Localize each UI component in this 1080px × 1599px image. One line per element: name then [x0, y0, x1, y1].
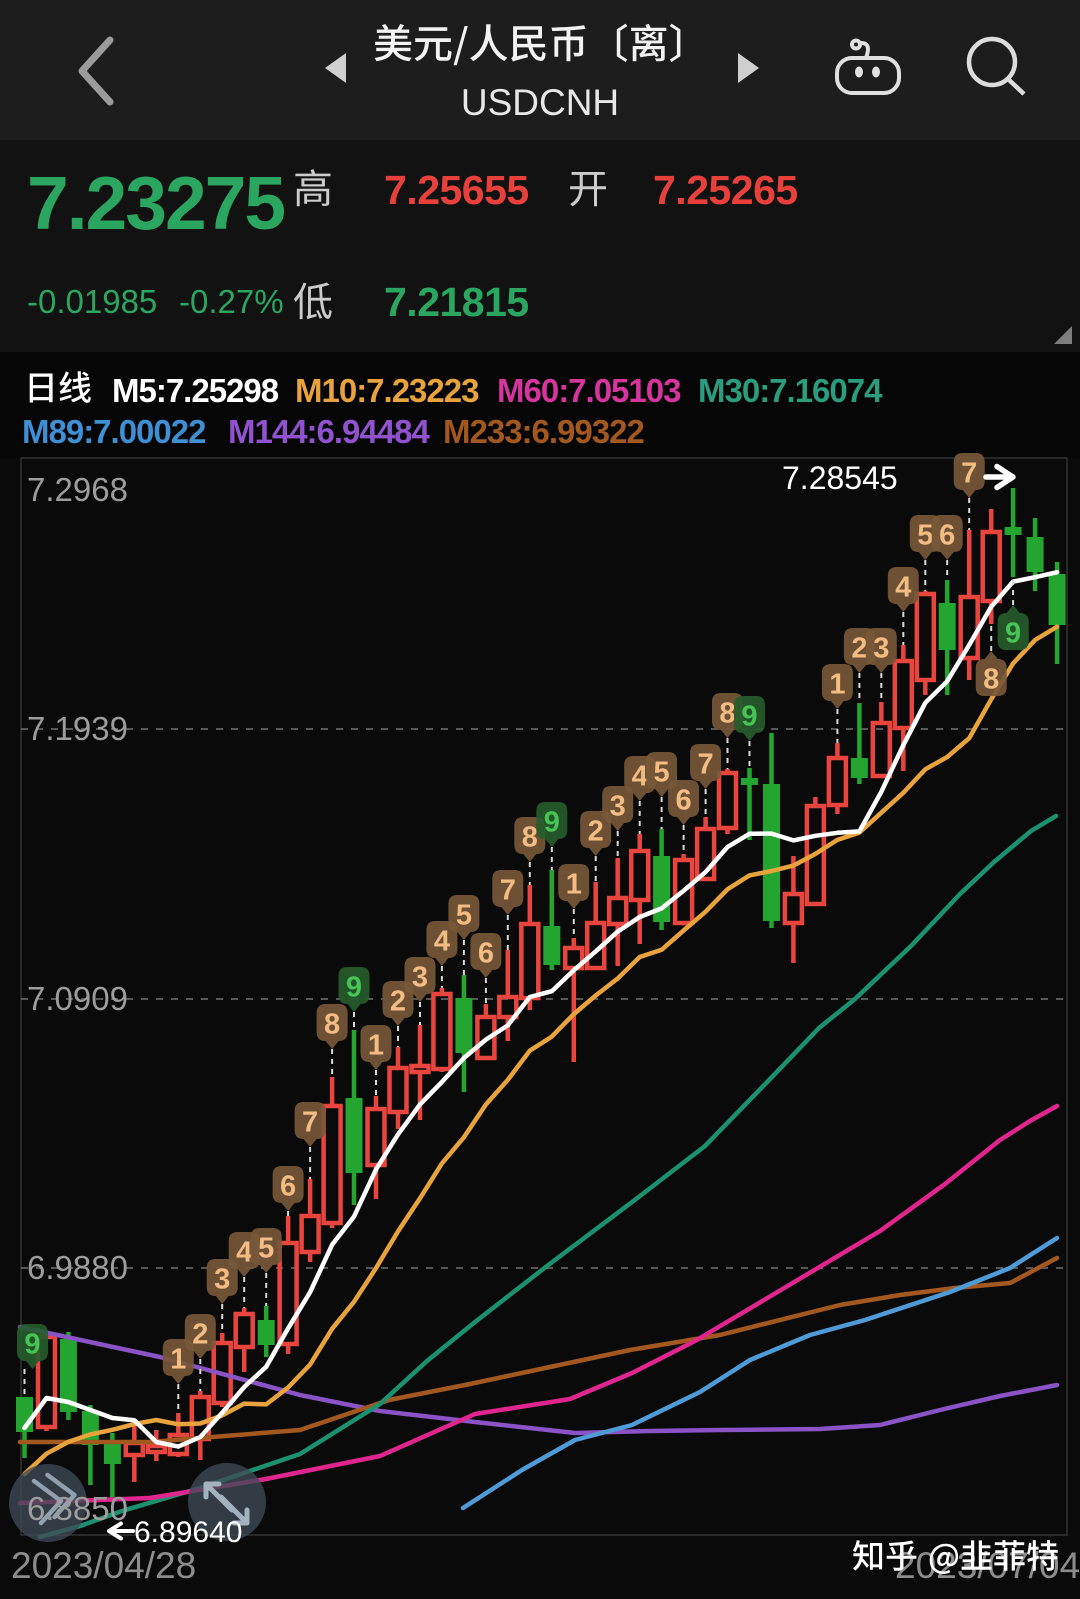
svg-text:4: 4	[632, 761, 648, 793]
svg-text:1: 1	[170, 1344, 186, 1376]
svg-text:2: 2	[390, 986, 406, 1018]
svg-text:3: 3	[610, 791, 626, 823]
svg-text:4: 4	[236, 1237, 252, 1269]
svg-text:7: 7	[961, 458, 977, 490]
svg-text:7.28545: 7.28545	[782, 460, 898, 496]
svg-text:9: 9	[741, 701, 757, 733]
svg-text:8: 8	[522, 822, 538, 854]
svg-text:7.2968: 7.2968	[27, 471, 128, 508]
svg-text:9: 9	[544, 807, 560, 839]
svg-text:2023/04/28: 2023/04/28	[11, 1545, 196, 1586]
svg-text:5: 5	[654, 757, 670, 789]
svg-text:6: 6	[478, 938, 494, 970]
svg-text:4: 4	[434, 926, 450, 958]
svg-text:6.9880: 6.9880	[27, 1249, 128, 1286]
svg-text:1: 1	[368, 1030, 384, 1062]
svg-text:2: 2	[588, 816, 604, 848]
svg-text:3: 3	[873, 633, 889, 665]
svg-text:5: 5	[456, 900, 472, 932]
svg-text:3: 3	[412, 962, 428, 994]
svg-text:6: 6	[939, 520, 955, 552]
svg-text:6.8850: 6.8850	[27, 1490, 128, 1527]
svg-text:9: 9	[346, 972, 362, 1004]
svg-text:8: 8	[324, 1009, 340, 1041]
svg-text:9: 9	[24, 1329, 40, 1361]
svg-text:6: 6	[280, 1171, 296, 1203]
svg-text:5: 5	[258, 1233, 274, 1265]
svg-text:1: 1	[566, 869, 582, 901]
svg-text:6.89640: 6.89640	[134, 1516, 242, 1549]
svg-text:8: 8	[983, 664, 999, 696]
svg-text:7: 7	[302, 1107, 318, 1139]
svg-text:6: 6	[676, 785, 692, 817]
svg-text:2: 2	[851, 633, 867, 665]
svg-text:1: 1	[829, 669, 845, 701]
svg-text:3: 3	[214, 1264, 230, 1296]
svg-text:7.0909: 7.0909	[27, 980, 128, 1017]
svg-text:7: 7	[500, 875, 516, 907]
svg-text:9: 9	[1005, 618, 1021, 650]
svg-text:4: 4	[895, 572, 911, 604]
svg-text:8: 8	[719, 698, 735, 730]
svg-text:7: 7	[698, 749, 714, 781]
svg-text:7.1939: 7.1939	[27, 710, 128, 747]
svg-text:2: 2	[192, 1319, 208, 1351]
svg-text:5: 5	[917, 520, 933, 552]
